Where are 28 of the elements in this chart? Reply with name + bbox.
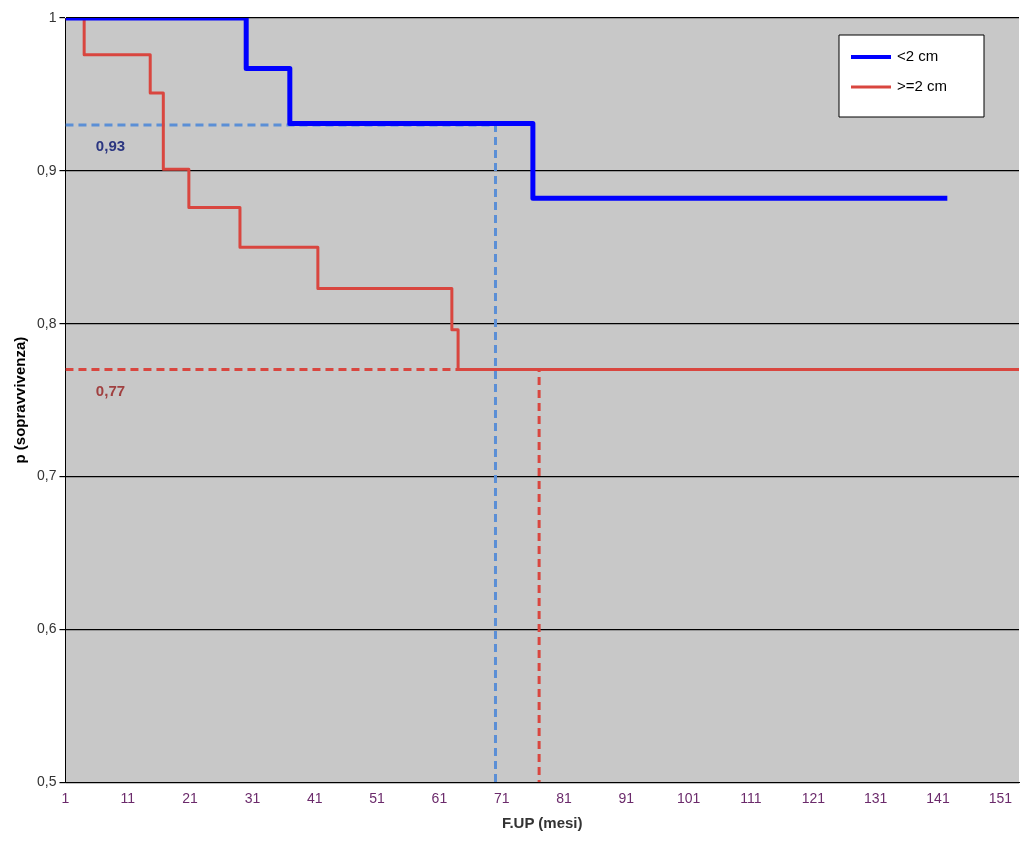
y-tick-label: 0,9 [36,161,57,178]
x-tick-label: 71 [493,790,510,807]
legend-label: >=2 cm [897,77,948,95]
x-tick-label: 1 [61,790,70,807]
x-tick-label: 101 [677,790,701,807]
x-axis-title: F.UP (mesi) [501,814,583,832]
y-axis-title: p (sopravvivenza) [11,336,29,464]
y-tick-label: 0,8 [36,314,57,331]
x-tick-label: 151 [988,790,1013,807]
annotation: 0,77 [95,381,126,399]
annotation: 0,93 [95,137,126,155]
y-tick-label: 0,5 [36,773,57,790]
x-tick-label: 91 [618,790,635,807]
x-tick-label: 51 [369,790,386,807]
legend-label: <2 cm [897,47,939,65]
x-tick-label: 41 [306,790,323,807]
y-tick-label: 0,7 [36,467,57,484]
x-tick-label: 121 [801,790,826,807]
x-tick-label: 31 [244,790,261,807]
y-tick-label: 0,6 [36,620,57,637]
x-tick-label: 21 [182,790,199,807]
x-tick-label: 11 [120,790,136,807]
x-tick-label: 81 [556,790,573,807]
x-tick-label: 61 [431,790,448,807]
x-tick-label: 141 [926,790,950,807]
x-tick-label: 131 [863,790,888,807]
x-tick-label: 111 [740,790,762,807]
y-tick-label: 1 [48,8,57,25]
